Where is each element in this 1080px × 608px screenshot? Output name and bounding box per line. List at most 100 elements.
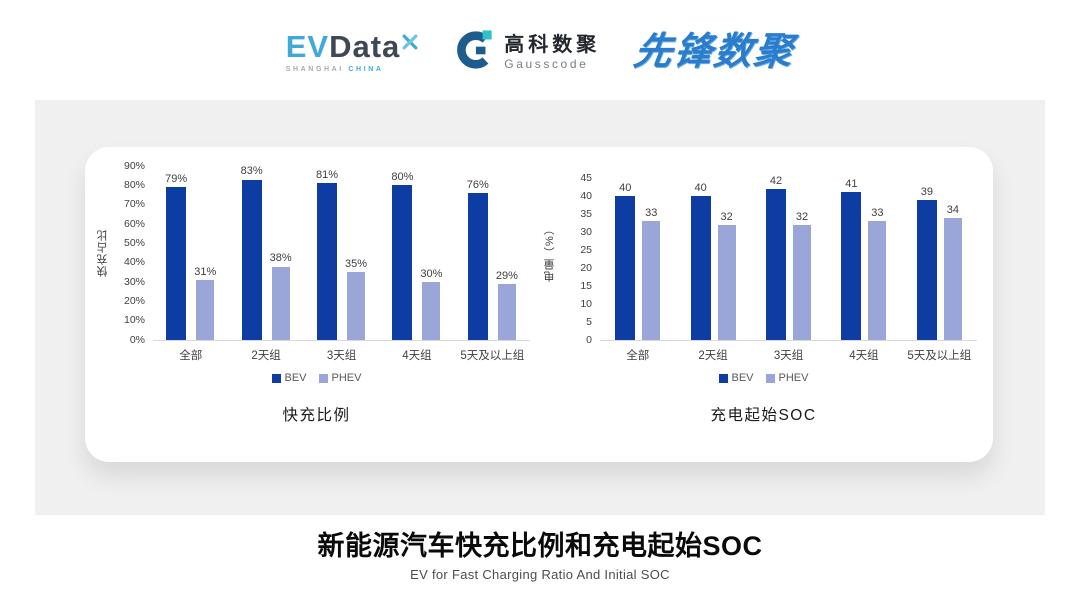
bar-column: 30% [420, 165, 442, 340]
bar-phev [422, 282, 441, 340]
bar-column: 41 [841, 165, 862, 340]
bar-phev [196, 280, 215, 340]
chart-caption: 快充比例 [282, 407, 351, 424]
y-tick-label: 40% [123, 256, 145, 269]
bar-value-label: 32 [795, 210, 809, 223]
bar-column: 83% [241, 165, 263, 340]
bar-column: 33 [642, 165, 661, 340]
bar-column: 80% [391, 165, 413, 340]
bar-value-label: 29% [495, 269, 518, 282]
bar-bev [467, 193, 488, 340]
bar-value-label: 79% [165, 173, 188, 186]
page-title: 新能源汽车快充比例和充电起始SOC [317, 531, 763, 561]
legend-item-bev: BEV [271, 372, 307, 384]
y-tick-label: 60% [123, 217, 145, 230]
legend-swatch [765, 373, 775, 383]
bar-phev [717, 224, 736, 340]
evdata-shanghai-text: SHANGHAI [285, 66, 344, 73]
legend: BEV PHEV [93, 372, 540, 384]
legend-label: PHEV [331, 372, 362, 384]
header-logos: EV Data SHANGHAI CHINA [0, 20, 1080, 84]
bar-value-label: 39 [920, 185, 933, 198]
gausscode-wordmark: 高科数聚 Gausscode [504, 34, 600, 71]
evdata-subtext: SHANGHAI CHINA [286, 66, 420, 73]
x-tick-label: 4天组 [849, 350, 879, 362]
chart-fast-charging-ratio: 快充占比 0% 10% 20% 30% 40% 50% 60% 70% 80% 90% 79% 31% 8… [93, 160, 540, 462]
bar-phev [943, 217, 962, 340]
bar-value-label: 80% [391, 171, 414, 184]
bar-phev [868, 221, 887, 340]
bar-column: 40 [690, 165, 711, 340]
y-tick-label: 30% [123, 275, 145, 288]
bar-value-label: 38% [269, 252, 292, 265]
bar-value-label: 32 [720, 210, 733, 223]
y-tick-label: 5 [586, 315, 592, 328]
bar-value-label: 35% [345, 258, 368, 271]
bar-value-label: 40 [694, 181, 707, 194]
bar-column: 79% [165, 165, 187, 340]
bar-value-label: 76% [466, 178, 489, 191]
xianfeng-logo: 先锋数聚 [631, 31, 798, 73]
plot-area: 快充占比 0% 10% 20% 30% 40% 50% 60% 70% 80% 90% 79% 31% 8… [93, 160, 540, 345]
bar-bev [916, 199, 937, 340]
evdata-china-text: CHINA [348, 66, 384, 73]
y-tick-label: 35 [580, 207, 592, 220]
evdata-ev-text: EV [285, 29, 330, 64]
bar-bev [241, 179, 262, 340]
bar-column: 31% [194, 165, 216, 340]
bar-bev [766, 188, 787, 340]
plot-area: 电量（%） 0 5 10 15 20 25 30 35 40 45 40 33 40 32 42 32 41 33 3… [540, 165, 987, 345]
bar-group: 40 32 [675, 165, 750, 340]
legend-item-bev: BEV [718, 372, 754, 384]
bar-column: 81% [316, 165, 338, 340]
y-tick-label: 90% [123, 159, 145, 172]
x-tick-label: 2天组 [251, 350, 281, 362]
bar-column: 32 [717, 165, 736, 340]
bar-group: 76% 29% [455, 165, 530, 340]
bar-bev [690, 196, 711, 340]
bar-bev [317, 183, 337, 340]
y-tick-label: 20 [580, 261, 592, 274]
bar-value-label: 30% [420, 267, 443, 280]
gausscode-logo: 高科数聚 Gausscode [453, 29, 600, 76]
bar-bev [841, 192, 862, 340]
evdata-logo: EV Data SHANGHAI CHINA [286, 31, 420, 73]
x-tick-label: 2天组 [698, 350, 728, 362]
legend-swatch [318, 373, 328, 383]
gausscode-cn-text: 高科数聚 [504, 33, 601, 56]
bar-value-label: 40 [619, 181, 632, 194]
gausscode-en-text: Gausscode [504, 56, 589, 71]
bar-value-label: 42 [769, 174, 783, 187]
bar-phev [347, 272, 366, 340]
bar-value-label: 33 [645, 207, 658, 220]
x-tick-label: 3天组 [326, 350, 357, 362]
bar-group: 39 34 [902, 165, 977, 340]
bar-column: 42 [766, 165, 787, 340]
y-tick-label: 10 [580, 297, 592, 310]
evdata-star-icon [401, 25, 419, 56]
legend-label: PHEV [778, 372, 809, 384]
y-tick-label: 20% [123, 294, 145, 307]
bar-group: 40 33 [600, 165, 675, 340]
y-axis-ticks: 0 5 10 15 20 25 30 35 40 45 [556, 165, 592, 344]
bar-value-label: 41 [845, 178, 858, 191]
bar-phev [642, 221, 661, 340]
bar-bev [166, 187, 187, 340]
y-tick-label: 40 [580, 189, 592, 202]
legend: BEV PHEV [540, 372, 987, 384]
bar-column: 40 [615, 165, 636, 340]
bar-value-label: 81% [315, 169, 339, 182]
x-tick-label: 5天及以上组 [460, 350, 525, 362]
bar-group: 80% 30% [379, 165, 454, 340]
evdata-wordmark: EV Data [286, 31, 420, 62]
y-tick-label: 15 [580, 279, 592, 292]
bar-phev [497, 283, 516, 340]
legend-label: BEV [731, 372, 754, 384]
x-tick-label: 5天及以上组 [907, 350, 972, 362]
x-axis-labels: 全部 2天组 3天组 4天组 5天及以上组 [153, 347, 530, 363]
bar-value-label: 34 [946, 203, 959, 216]
x-axis-labels: 全部 2天组 3天组 4天组 5天及以上组 [600, 347, 977, 363]
bar-column: 76% [467, 165, 489, 340]
bar-group: 41 33 [826, 165, 901, 340]
bar-group: 79% 31% [153, 165, 228, 340]
